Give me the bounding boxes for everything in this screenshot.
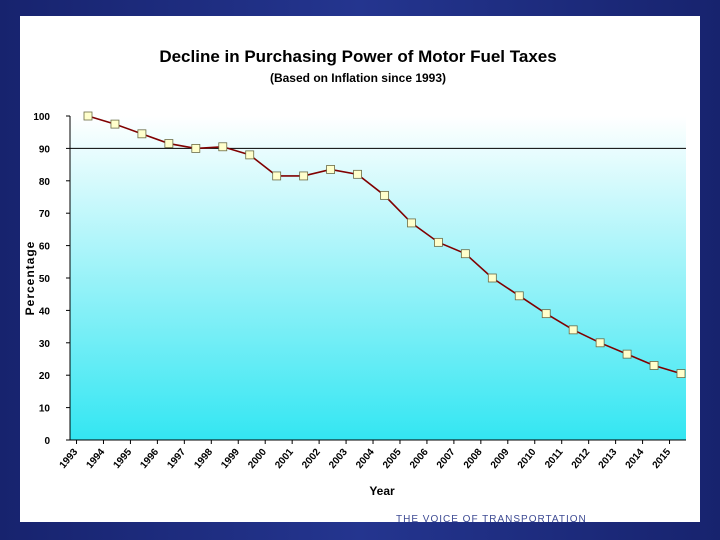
chart-panel: Decline in Purchasing Power of Motor Fue… [20,16,700,522]
y-tick-label: 70 [39,209,51,220]
x-tick-label: 1993 [58,447,81,471]
data-point-marker [487,273,497,283]
x-tick-label: 2004 [354,447,377,471]
data-point-marker [649,361,659,370]
x-tick-label: 2011 [543,447,566,471]
x-tick-label: 1996 [138,447,161,471]
y-tick-label: 90 [39,144,51,155]
y-tick-label: 0 [44,436,50,447]
data-point-marker [326,165,335,174]
x-tick-label: 2007 [435,447,458,471]
x-tick-label: 2005 [381,447,404,471]
data-point-marker [407,218,416,228]
y-tick-label: 30 [39,339,51,350]
data-point-marker [460,249,470,259]
x-tick-label: 2009 [489,447,512,471]
data-point-marker [434,237,443,247]
x-tick-label: 2003 [327,447,350,471]
chart-title: Decline in Purchasing Power of Motor Fue… [159,47,556,66]
x-tick-label: 2012 [570,447,593,471]
data-point-marker [164,139,174,148]
data-point-marker [245,150,255,160]
x-tick-label: 2010 [516,447,539,471]
data-point-marker [380,190,389,200]
data-point-marker [353,169,362,179]
data-point-marker [622,349,632,359]
x-tick-label: 2008 [462,447,485,471]
y-tick-label: 80 [39,177,51,188]
data-point-marker [218,142,228,152]
y-axis-label: Percentage [23,241,37,316]
y-tick-label: 50 [39,274,51,285]
x-tick-label: 1998 [192,447,215,471]
plot-area [70,116,686,440]
footer-text: THE VOICE OF TRANSPORTATION [396,514,587,525]
x-tick-label: 2002 [300,447,323,471]
data-point-marker [514,291,524,301]
data-point-marker [568,325,578,335]
x-axis-label: Year [369,484,395,498]
x-tick-label: 2015 [651,447,674,471]
data-point-marker [83,111,93,121]
data-point-marker [299,171,309,181]
data-point-marker [191,143,201,153]
y-tick-label: 100 [33,112,50,123]
y-tick-label: 60 [39,242,51,253]
data-point-marker [595,338,605,348]
x-tick-label: 2006 [408,447,431,471]
data-point-marker [676,369,686,378]
x-tick-label: 2001 [273,447,296,471]
y-tick-label: 20 [39,371,51,382]
x-tick-label: 1995 [111,447,134,471]
x-tick-label: 2013 [597,447,620,471]
x-tick-label: 2000 [246,447,269,471]
y-tick-label: 10 [39,404,51,415]
y-tick-label: 40 [39,306,51,317]
x-tick-label: 1999 [219,447,242,471]
x-tick-label: 1994 [85,447,108,471]
data-point-marker [137,129,147,139]
data-point-marker [541,309,551,319]
x-tick-label: 1997 [165,447,188,471]
chart: Decline in Purchasing Power of Motor Fue… [23,47,686,498]
data-point-marker [110,119,120,129]
data-point-marker [272,171,282,181]
chart-subtitle: (Based on Inflation since 1993) [270,71,446,85]
x-tick-label: 2014 [624,447,647,471]
